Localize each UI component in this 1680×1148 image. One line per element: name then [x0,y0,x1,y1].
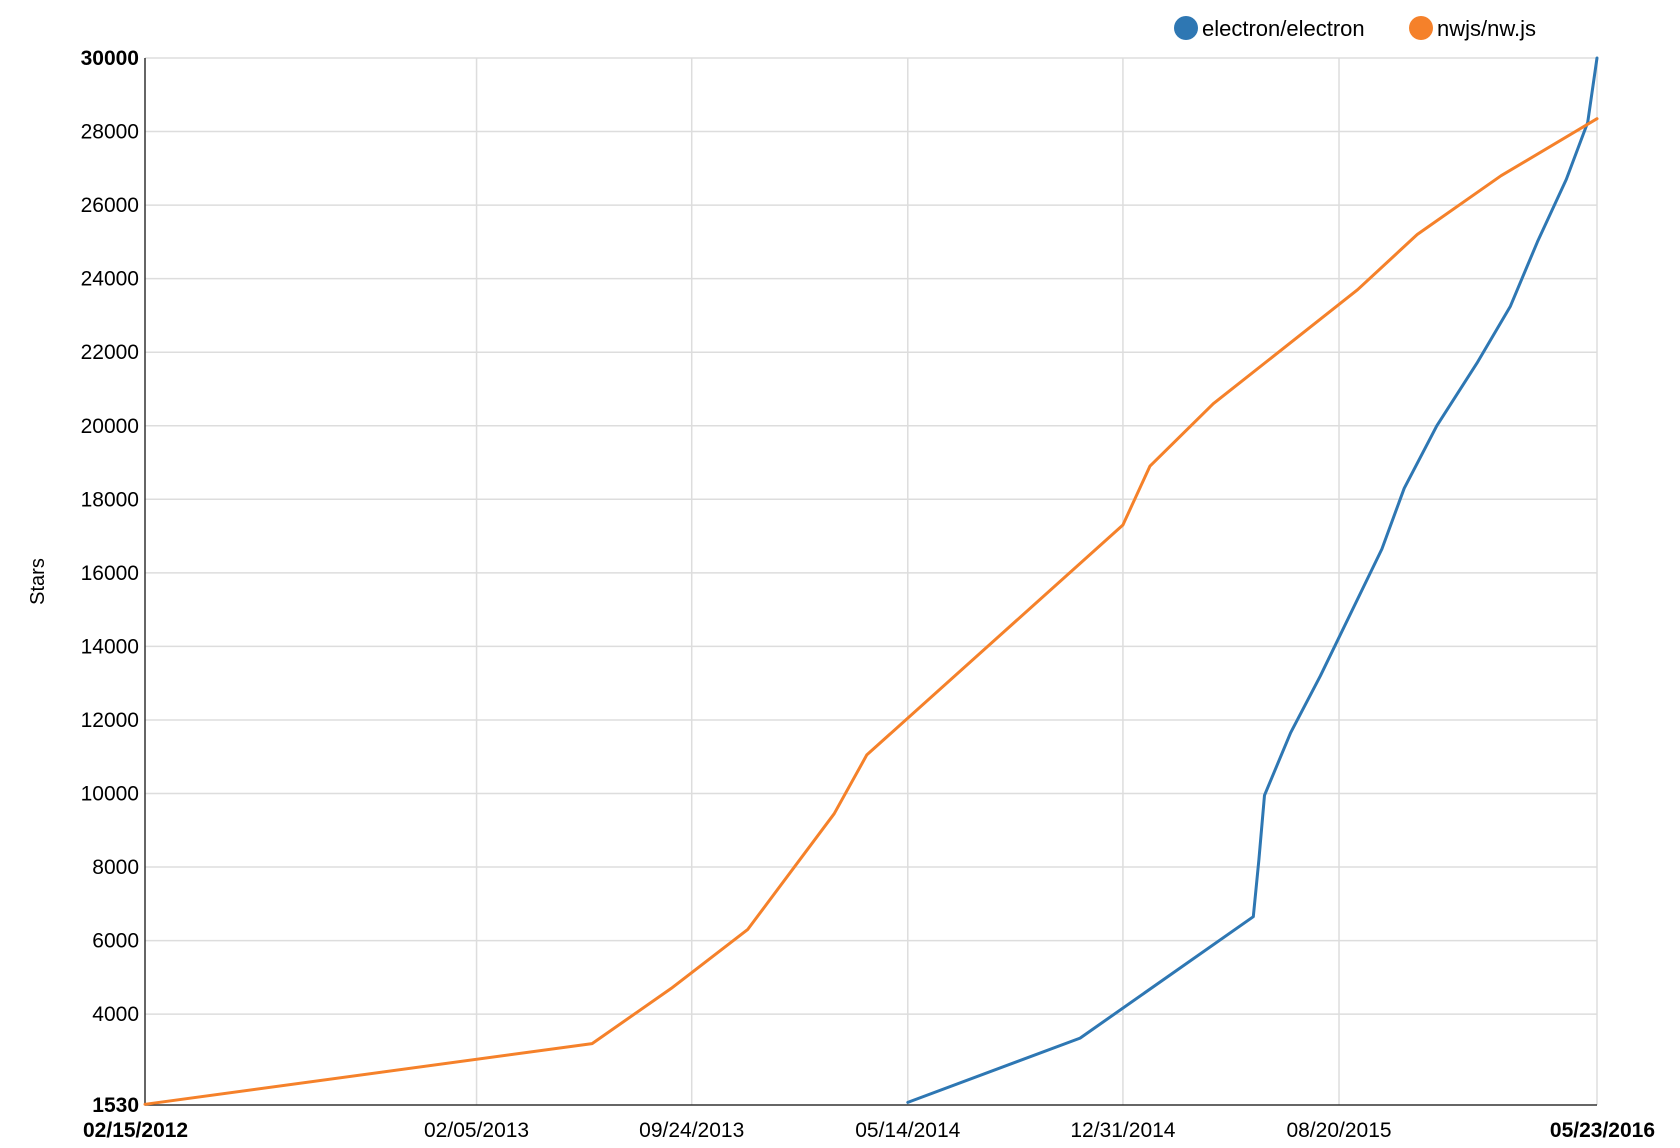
y-tick-label: 10000 [81,783,139,806]
x-tick-label: 08/20/2015 [1286,1119,1391,1142]
y-tick-label: 18000 [81,488,139,511]
x-tick-label: 05/23/2016 [1550,1119,1655,1142]
y-tick-label: 1530 [92,1094,139,1117]
y-tick-label: 24000 [81,268,139,291]
y-tick-label: 28000 [81,121,139,144]
x-tick-label: 12/31/2014 [1070,1119,1175,1142]
y-tick-label: 4000 [92,1003,139,1026]
y-tick-label: 12000 [81,709,139,732]
y-tick-label: 20000 [81,415,139,438]
y-tick-label: 26000 [81,194,139,217]
x-tick-label: 09/24/2013 [639,1119,744,1142]
series-line-electron-electron [906,56,1599,1104]
tick-labels: 1530 4000 6000 8000 10000 12000 14000 16000 1800… [81,47,1655,1142]
y-axis-label: Stars [27,558,49,605]
legend-dot-icon [1174,16,1198,40]
legend-label: electron/electron [1202,16,1365,41]
legend-item[interactable]: electron/electron [1174,16,1365,41]
legend-item[interactable]: nwjs/nw.js [1409,16,1536,41]
y-tick-label: 22000 [81,341,139,364]
series-line-nwjs-nw-js [143,117,1599,1106]
legend-dot-icon [1409,16,1433,40]
x-tick-label: 02/15/2012 [83,1119,188,1142]
y-tick-label: 14000 [81,635,139,658]
y-tick-label: 8000 [92,856,139,879]
y-tick-label: 6000 [92,930,139,953]
grid [145,57,1598,1105]
legend-label: nwjs/nw.js [1437,16,1536,41]
x-tick-label: 02/05/2013 [424,1119,529,1142]
y-tick-label: 16000 [81,562,139,585]
series [143,56,1599,1106]
y-tick-label: 30000 [81,47,139,70]
legend[interactable]: electron/electron nwjs/nw.js [1174,16,1536,41]
axes [144,58,1597,1106]
x-tick-label: 05/14/2014 [855,1119,960,1142]
